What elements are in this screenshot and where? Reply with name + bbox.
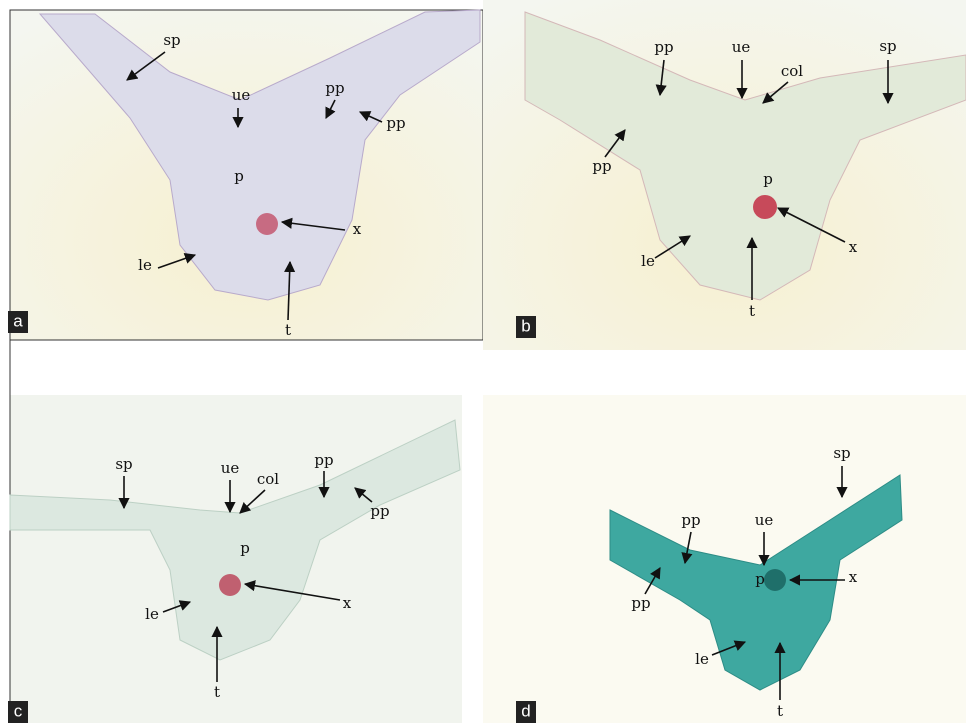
- xylem: [219, 574, 241, 596]
- annotation: pp: [654, 38, 673, 56]
- annotation: pp: [681, 511, 700, 529]
- annotation: t: [749, 302, 755, 320]
- annotation: col: [781, 62, 803, 80]
- annotation: p: [763, 170, 773, 188]
- panel-letter: c: [14, 701, 23, 720]
- xylem: [256, 213, 278, 235]
- panel-letter: a: [13, 311, 23, 330]
- annotation: pp: [314, 451, 333, 469]
- annotation: ue: [732, 38, 751, 56]
- annotation: le: [145, 605, 159, 623]
- annotation: p: [234, 167, 244, 185]
- annotation: ue: [755, 511, 774, 529]
- annotation: pp: [386, 114, 405, 132]
- annotation: ue: [221, 459, 240, 477]
- annotation: x: [343, 594, 352, 612]
- annotation: le: [138, 256, 152, 274]
- annotation: x: [849, 238, 858, 256]
- annotation: p: [240, 539, 250, 557]
- annotation: t: [777, 702, 783, 720]
- annotation: sp: [163, 31, 180, 49]
- panel-letter: b: [521, 316, 530, 335]
- annotation: t: [214, 683, 220, 701]
- annotation: col: [257, 470, 279, 488]
- annotation: sp: [879, 37, 896, 55]
- annotation: pp: [325, 79, 344, 97]
- annotation: pp: [370, 502, 389, 520]
- xylem: [764, 569, 786, 591]
- annotation: p: [755, 570, 765, 588]
- figure: aspuepppppxletbppuecolsppppxletcspuecolp…: [0, 0, 966, 723]
- xylem: [753, 195, 777, 219]
- annotation: ue: [232, 86, 251, 104]
- annotation: pp: [631, 594, 650, 612]
- panel-letter: d: [521, 701, 530, 720]
- annotation: x: [849, 568, 858, 586]
- annotation: sp: [833, 444, 850, 462]
- annotation: le: [695, 650, 709, 668]
- annotation: le: [641, 252, 655, 270]
- annotation: t: [285, 321, 291, 339]
- annotation: pp: [592, 157, 611, 175]
- annotation: sp: [115, 455, 132, 473]
- annotation: x: [353, 220, 362, 238]
